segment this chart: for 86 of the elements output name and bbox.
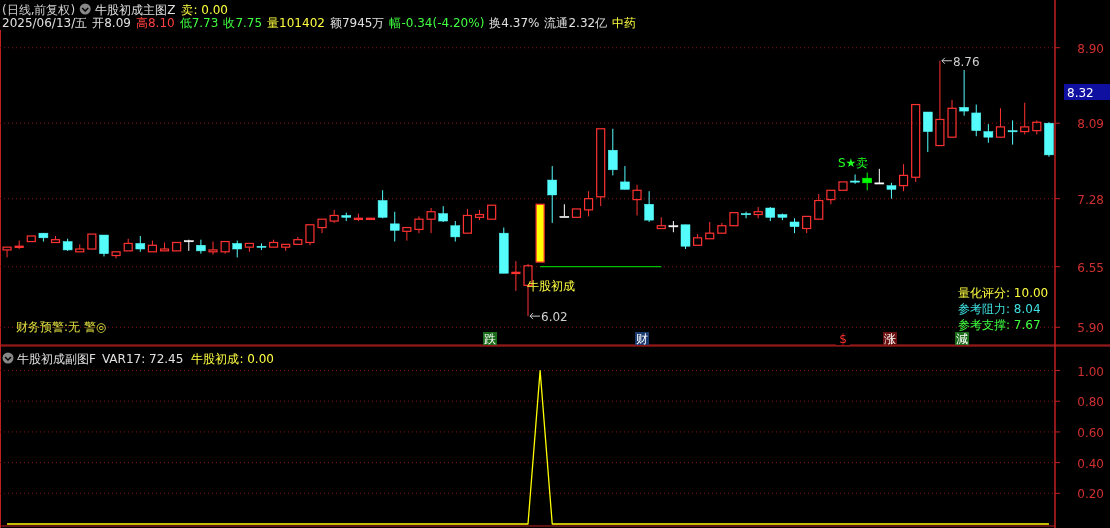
candlestick [935,60,945,147]
text: 低7.73 [179,16,219,30]
text: 流通2.32亿 [544,16,608,30]
candlestick [656,216,666,230]
text: 中药 [612,16,637,30]
y-tick-label: 6.55 [1077,260,1104,275]
chart-title: (日线,前复权) [2,3,76,17]
annotation: 跌 [484,332,496,346]
text: 幅-0.34(-4.20%) [389,16,485,30]
candlestick [99,234,109,257]
annotation: 财 [636,332,648,346]
y-tick-label: 0.60 [1077,425,1104,440]
candlestick [487,204,497,220]
candlestick [596,128,606,207]
candlestick [426,207,436,234]
text: 卖: 0.00 [181,3,228,17]
candlestick [450,220,461,243]
candlestick [535,203,545,263]
candlestick [305,224,315,246]
candlestick [923,111,933,153]
annotation: 财务预警:无 警◎ [16,320,107,334]
annotation: 8.76 [952,54,980,69]
candlestick [377,189,388,219]
text: 量101402 [267,16,325,30]
candlestick [826,189,836,205]
y-tick-label: 8.90 [1077,41,1104,56]
text: 牛股初成主图Z [95,3,176,17]
candlestick [547,165,557,224]
candlestick [196,239,206,255]
candlestick [2,246,12,258]
candlestick [838,181,848,191]
candlestick [608,128,618,176]
annotation: $ [839,332,847,346]
y-tick-label: 0.40 [1077,456,1104,471]
candlestick [511,260,521,292]
text: 高8.10 [135,16,175,30]
text: 换4.37% [489,16,540,30]
text: 额7945万 [329,16,385,30]
text: 开8.09 [92,16,131,30]
y-tick-label: 0.20 [1077,487,1104,502]
y-tick-label: 8.09 [1077,117,1104,132]
candlestick [172,241,182,252]
annotation: VAR17: 72.45 [101,352,184,366]
candlestick [971,104,981,137]
annotation: S★卖 [838,156,869,170]
candlestick [402,226,412,242]
text: 2025/06/13/五 [2,16,88,30]
candlestick [898,163,909,192]
candlestick [983,123,994,144]
candlestick [705,221,715,240]
candlestick [317,218,327,234]
text: 牛股初成副图F [17,352,96,366]
candlestick [959,69,969,117]
candlestick [111,251,121,259]
candlestick [729,212,739,227]
y-tick-label: 0.80 [1077,395,1104,410]
candlestick [389,211,400,243]
annotation: 涨 [884,332,896,346]
y-tick-label: 7.28 [1077,192,1104,207]
candlestick [644,190,654,223]
annotation: 減 [956,332,968,346]
annotation: 量化评分: 10.00 [958,286,1049,300]
candlestick [741,211,751,219]
text: 8.32 [1067,86,1094,100]
candlestick [850,173,860,185]
candlestick [571,208,582,218]
annotation: 参考支撑: 7.67 [958,318,1041,332]
y-tick-label: 1.00 [1077,364,1104,379]
candlestick [995,107,1006,138]
candlestick [559,203,570,218]
annotation: 牛股初成 [527,279,575,293]
candlestick [87,233,97,250]
candlestick [680,224,691,250]
candlestick [947,99,957,138]
y-tick-label: 5.90 [1077,321,1104,336]
candlestick [414,215,424,234]
candlestick [620,165,630,190]
candlestick [220,240,230,255]
annotation: 参考阻力: 8.04 [958,302,1041,316]
candlestick [26,235,36,243]
annotation: 6.02 [541,310,568,325]
text: 收7.75 [223,16,263,30]
candlestick [1020,102,1030,135]
annotation: 牛股初成: 0.00 [191,352,274,366]
candlestick [365,217,376,221]
candlestick [1007,119,1018,146]
